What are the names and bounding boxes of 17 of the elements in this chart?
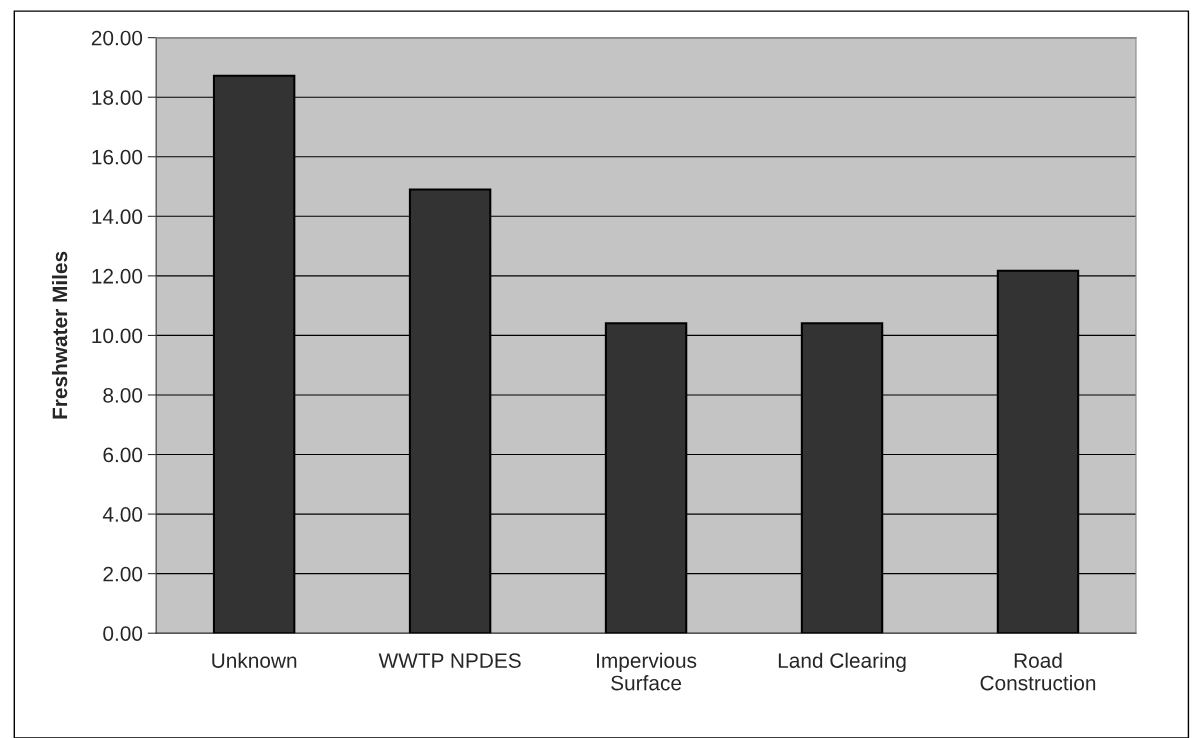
y-tick-label: 10.00 (92, 328, 143, 344)
y-tick-label: 12.00 (92, 268, 143, 284)
y-tick-label: 8.00 (103, 387, 143, 403)
x-tick-label: Road Construction (980, 652, 1096, 691)
x-tick-label: Impervious Surface (597, 652, 697, 691)
y-tick-label: 16.00 (92, 149, 143, 165)
y-tick-label: 14.00 (92, 209, 143, 225)
x-tick-label: WWTP NPDES (378, 653, 521, 668)
y-tick-label: 18.00 (92, 90, 143, 105)
y-axis-title: Freshwater Miles (51, 251, 68, 419)
x-tick-label: Land Clearing (778, 652, 906, 673)
y-tick-label: 0.00 (103, 626, 143, 641)
x-tick-label: Unknown (212, 652, 297, 668)
y-tick-label: 4.00 (102, 507, 143, 522)
y-tick-label: 20.00 (91, 30, 143, 46)
y-tick-label: 6.00 (103, 447, 143, 463)
y-tick-label: 2.00 (103, 566, 143, 582)
